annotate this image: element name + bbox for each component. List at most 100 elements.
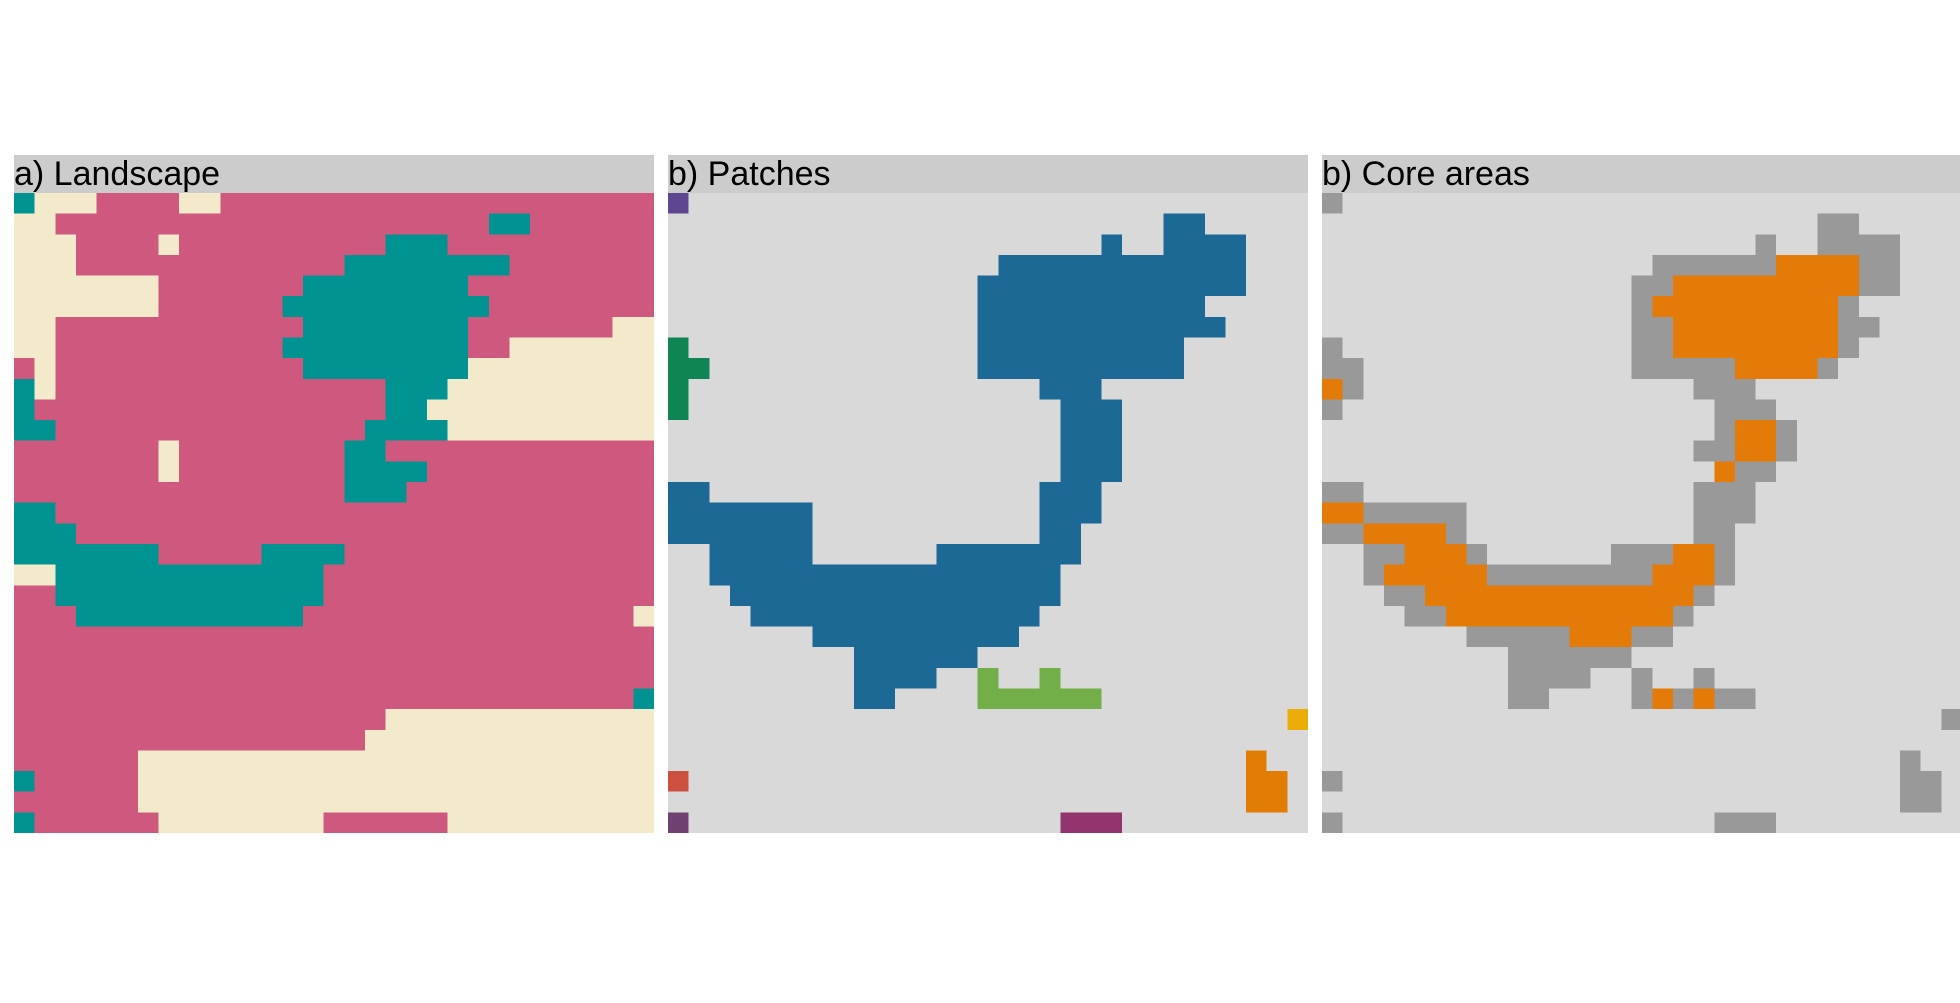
raster-cell (468, 316, 613, 338)
raster-cell (1776, 254, 1859, 276)
raster-cell (1693, 585, 1715, 606)
raster-cell (14, 378, 35, 400)
raster-cell (1693, 667, 1715, 689)
raster-cell (303, 316, 469, 338)
raster-cell (1322, 337, 1343, 359)
panel-patches: b) Patches (668, 155, 1308, 833)
raster-cell (1631, 667, 1653, 689)
raster-cell (406, 482, 654, 503)
raster-cell (1425, 585, 1694, 606)
raster-cell (530, 213, 654, 235)
raster-cell (1776, 420, 1797, 441)
panel-title: b) Patches (668, 155, 831, 193)
raster-cell (1445, 605, 1673, 627)
raster-cell (977, 296, 1205, 317)
raster-cell (668, 399, 689, 421)
raster-cell (668, 771, 689, 792)
raster-cell (1569, 626, 1632, 648)
raster-cell (1776, 440, 1797, 462)
raster-cell (1693, 440, 1735, 462)
raster-cell (1714, 812, 1777, 833)
raster-cell (1693, 482, 1756, 503)
raster-cell (282, 296, 489, 317)
raster-cell (1631, 626, 1673, 648)
raster-cell (1817, 213, 1859, 235)
raster-cell (977, 667, 999, 689)
raster-cell (509, 254, 654, 276)
raster-cell (34, 812, 159, 833)
raster-cell (303, 275, 469, 297)
raster-cell (14, 482, 345, 503)
raster-cell (1734, 420, 1777, 441)
raster-cell (1900, 791, 1942, 813)
raster-cell (179, 461, 345, 483)
raster-cell (1322, 812, 1343, 833)
raster-cell (1631, 296, 1653, 317)
raster-cell (14, 750, 138, 772)
raster-cell (34, 771, 138, 792)
raster-cell (344, 482, 407, 503)
landscape-raster (14, 193, 654, 833)
raster-cell (1404, 543, 1467, 565)
raster-cell (1838, 296, 1859, 317)
raster-cell (1363, 502, 1467, 524)
raster-cell (1652, 688, 1673, 710)
raster-cell (1342, 378, 1364, 400)
raster-cell (1734, 440, 1777, 462)
raster-cell (1900, 750, 1921, 772)
raster-cell (1060, 420, 1123, 441)
raster-cell (1900, 771, 1942, 792)
raster-cell (668, 358, 710, 379)
raster-cell (1693, 688, 1715, 710)
raster-cell (977, 316, 1226, 338)
raster-cell (55, 316, 304, 338)
raster-cell (1246, 791, 1288, 813)
patches-raster (668, 193, 1308, 833)
raster-cell (14, 667, 654, 689)
panel-title-strip: b) Patches (668, 155, 1308, 193)
raster-cell (1693, 502, 1756, 524)
raster-cell (750, 605, 1040, 627)
raster-cell (1714, 564, 1735, 586)
raster-cell (282, 337, 469, 359)
raster-cell (1755, 234, 1777, 255)
raster-cell (1672, 688, 1694, 710)
raster-cell (1404, 605, 1446, 627)
raster-cell (303, 605, 634, 627)
raster-cell (14, 523, 76, 544)
raster-cell (1672, 543, 1715, 565)
raster-cell (1322, 399, 1343, 421)
raster-cell (1246, 750, 1267, 772)
raster-cell (1363, 564, 1384, 586)
raster-cell (1652, 254, 1777, 276)
raster-cell (1466, 543, 1488, 565)
raster-cell (55, 378, 386, 400)
raster-cell (488, 296, 654, 317)
panel-landscape: a) Landscape (14, 155, 654, 833)
raster-cell (1322, 482, 1364, 503)
raster-cell (1631, 316, 1673, 338)
raster-cell (1631, 688, 1653, 710)
raster-cell (364, 420, 448, 441)
raster-cell (812, 626, 1019, 648)
raster-cell (977, 688, 1102, 710)
raster-cell (55, 564, 324, 586)
panel-title: a) Landscape (14, 155, 221, 193)
raster-cell (14, 791, 138, 813)
raster-cell (1466, 626, 1570, 648)
raster-cell (14, 585, 56, 606)
raster-cell (1060, 440, 1123, 462)
raster-cell (1838, 316, 1880, 338)
raster-cell (55, 337, 283, 359)
raster-cell (1714, 688, 1756, 710)
raster-cell (1631, 275, 1673, 297)
raster-cell (1039, 667, 1061, 689)
panel-title-strip: a) Landscape (14, 155, 654, 193)
raster-cell (729, 585, 1061, 606)
raster-cell (14, 461, 159, 483)
raster-cell (385, 234, 448, 255)
raster-cell (668, 482, 710, 503)
raster-cell (14, 647, 654, 668)
raster-cell (977, 358, 1185, 379)
raster-cell (1817, 358, 1839, 379)
